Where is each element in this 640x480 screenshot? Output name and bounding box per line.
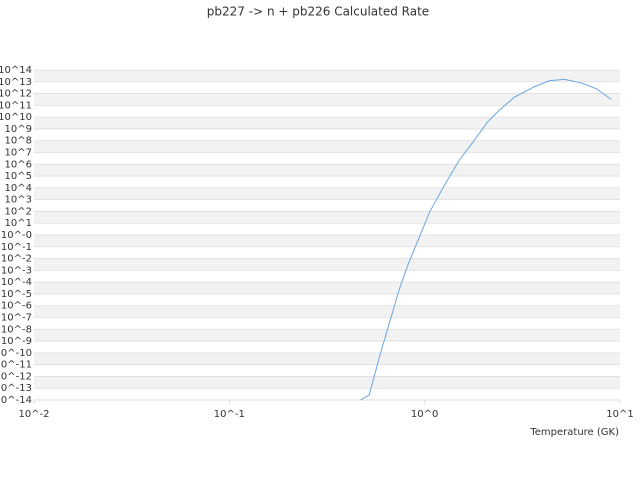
band [34,258,620,271]
y-tick-label: 10^14 [0,65,32,76]
band [34,211,620,224]
band [34,93,620,106]
y-tick-label: 10^-14 [0,395,32,406]
y-tick-label: 10^12 [0,89,32,100]
y-tick-label: 10^-0 [1,230,32,241]
y-tick-label: 10^2 [5,206,32,217]
y-tick-label: 10^-8 [1,324,32,335]
band [34,305,620,318]
band [34,376,620,389]
y-tick-label: 10^9 [5,124,32,135]
y-tick-label: 10^-12 [0,371,32,382]
y-tick-label: 10^-7 [1,313,32,324]
chart-title: pb227 -> n + pb226 Calculated Rate [207,5,429,19]
y-tick-label: 10^-9 [1,336,32,347]
band [34,140,620,153]
x-tick-label: 10^-2 [18,409,49,420]
y-tick-label: 10^3 [5,195,32,206]
y-tick-label: 10^-2 [1,254,32,265]
y-tick-label: 10^-1 [1,242,32,253]
band [34,282,620,294]
band [34,117,620,129]
band [34,352,620,365]
y-tick-label: 10^11 [0,100,32,111]
y-tick-label: 10^-10 [0,348,32,359]
band [34,187,620,200]
band [34,329,620,342]
y-tick-label: 10^1 [5,218,32,229]
x-axis-label: Temperature (GK) [529,427,619,438]
band [34,235,620,247]
y-tick-label: 10^-3 [1,265,32,276]
y-tick-label: 10^6 [5,159,32,170]
x-tick-label: 10^1 [606,409,633,420]
y-tick-label: 10^13 [0,77,32,88]
y-tick-label: 10^10 [0,112,32,123]
y-tick-label: 10^-6 [1,301,32,312]
band [34,164,620,177]
y-tick-label: 10^8 [5,136,32,147]
y-tick-label: 10^5 [5,171,32,182]
band [34,70,620,82]
data-line [360,78,612,401]
y-tick-label: 10^-11 [0,360,32,371]
y-tick-label: 10^-4 [1,277,32,288]
x-tick-label: 10^-1 [214,409,245,420]
y-tick-label: 10^-13 [0,383,32,394]
y-tick-label: 10^7 [5,148,32,159]
y-tick-label: 10^-5 [1,289,32,300]
x-tick-label: 10^0 [411,409,438,420]
y-tick-label: 10^4 [5,183,32,194]
